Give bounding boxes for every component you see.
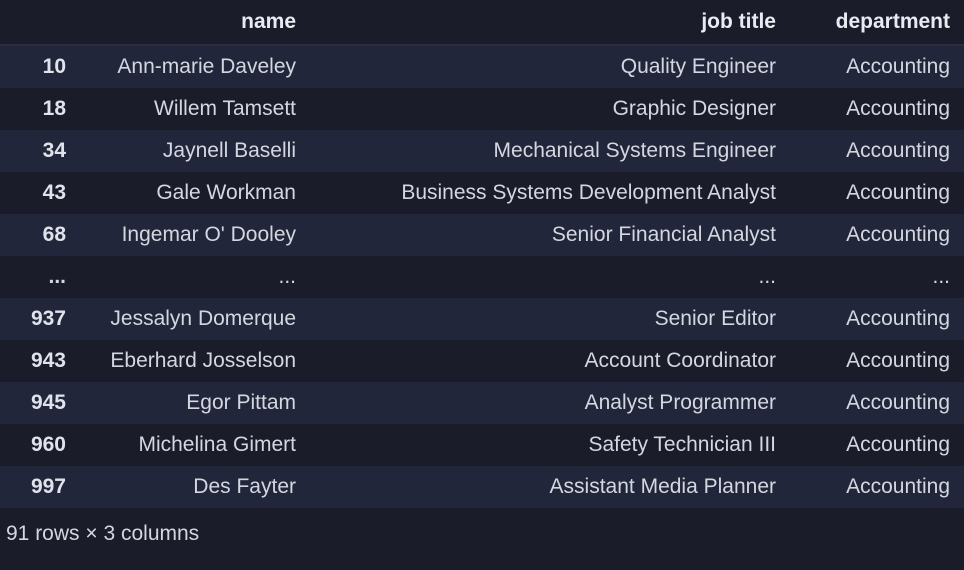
table-row: 943Eberhard JosselsonAccount Coordinator… — [0, 340, 964, 382]
cell-name: Egor Pittam — [80, 382, 310, 424]
table-row: 68Ingemar O' DooleySenior Financial Anal… — [0, 214, 964, 256]
cell-department: Accounting — [790, 298, 964, 340]
cell-index: 10 — [0, 45, 80, 88]
table-row: 960Michelina GimertSafety Technician III… — [0, 424, 964, 466]
cell-jobtitle: Business Systems Development Analyst — [310, 172, 790, 214]
dataframe-container: name job title department 10Ann-marie Da… — [0, 0, 964, 546]
column-header-jobtitle: job title — [310, 0, 790, 45]
cell-jobtitle: Senior Financial Analyst — [310, 214, 790, 256]
cell-index: 937 — [0, 298, 80, 340]
table-row: 937Jessalyn DomerqueSenior EditorAccount… — [0, 298, 964, 340]
cell-index: 34 — [0, 130, 80, 172]
cell-department: Accounting — [790, 382, 964, 424]
cell-department: Accounting — [790, 466, 964, 508]
table-row-ellipsis: ............ — [0, 256, 964, 298]
table-row: 945Egor PittamAnalyst ProgrammerAccounti… — [0, 382, 964, 424]
cell-jobtitle: Analyst Programmer — [310, 382, 790, 424]
column-header-name: name — [80, 0, 310, 45]
cell-name: Willem Tamsett — [80, 88, 310, 130]
dataframe-shape-label: 91 rows × 3 columns — [0, 508, 964, 546]
column-header-department: department — [790, 0, 964, 45]
cell-index: 945 — [0, 382, 80, 424]
cell-index: 18 — [0, 88, 80, 130]
cell-department: Accounting — [790, 340, 964, 382]
cell-name: Jaynell Baselli — [80, 130, 310, 172]
cell-department: Accounting — [790, 424, 964, 466]
cell-department: Accounting — [790, 45, 964, 88]
cell-index: 943 — [0, 340, 80, 382]
cell-name: Gale Workman — [80, 172, 310, 214]
dataframe-table: name job title department 10Ann-marie Da… — [0, 0, 964, 508]
cell-name: Ann-marie Daveley — [80, 45, 310, 88]
cell-name: Jessalyn Domerque — [80, 298, 310, 340]
cell-index: 960 — [0, 424, 80, 466]
table-row: 997Des FayterAssistant Media PlannerAcco… — [0, 466, 964, 508]
cell-name: Michelina Gimert — [80, 424, 310, 466]
table-body: 10Ann-marie DaveleyQuality EngineerAccou… — [0, 45, 964, 508]
cell-department: Accounting — [790, 88, 964, 130]
cell-name: Ingemar O' Dooley — [80, 214, 310, 256]
cell-department: Accounting — [790, 172, 964, 214]
cell-jobtitle: Account Coordinator — [310, 340, 790, 382]
cell-jobtitle: Quality Engineer — [310, 45, 790, 88]
cell-name: ... — [80, 256, 310, 298]
table-row: 10Ann-marie DaveleyQuality EngineerAccou… — [0, 45, 964, 88]
cell-jobtitle: Safety Technician III — [310, 424, 790, 466]
cell-name: Eberhard Josselson — [80, 340, 310, 382]
cell-index: 68 — [0, 214, 80, 256]
cell-index: 997 — [0, 466, 80, 508]
cell-department: Accounting — [790, 214, 964, 256]
cell-index: 43 — [0, 172, 80, 214]
table-row: 43Gale WorkmanBusiness Systems Developme… — [0, 172, 964, 214]
cell-name: Des Fayter — [80, 466, 310, 508]
cell-department: ... — [790, 256, 964, 298]
cell-jobtitle: Mechanical Systems Engineer — [310, 130, 790, 172]
cell-jobtitle: Senior Editor — [310, 298, 790, 340]
table-row: 18Willem TamsettGraphic DesignerAccounti… — [0, 88, 964, 130]
table-header-row: name job title department — [0, 0, 964, 45]
cell-jobtitle: Assistant Media Planner — [310, 466, 790, 508]
cell-department: Accounting — [790, 130, 964, 172]
cell-jobtitle: Graphic Designer — [310, 88, 790, 130]
cell-index: ... — [0, 256, 80, 298]
column-header-index — [0, 0, 80, 45]
table-row: 34Jaynell BaselliMechanical Systems Engi… — [0, 130, 964, 172]
cell-jobtitle: ... — [310, 256, 790, 298]
